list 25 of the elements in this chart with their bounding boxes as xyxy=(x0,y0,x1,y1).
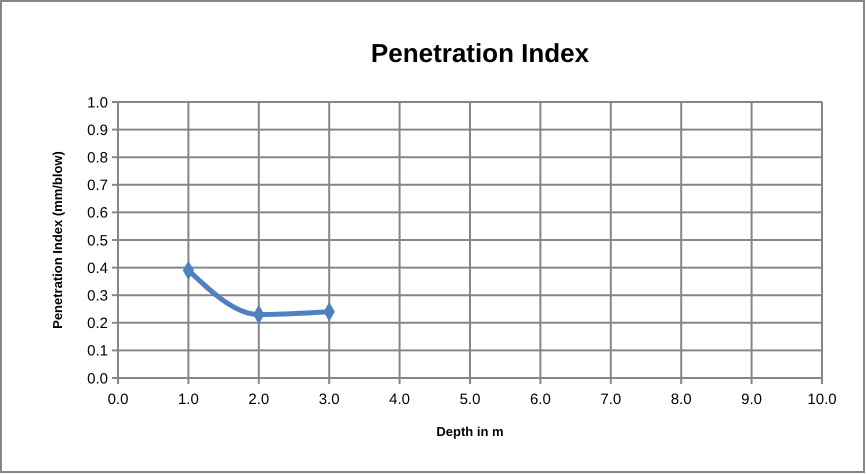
x-tick-label: 5.0 xyxy=(460,391,480,408)
y-tick-label: 0.9 xyxy=(87,122,108,139)
y-tick-label: 0.3 xyxy=(87,287,108,304)
y-tick-label: 0.8 xyxy=(87,149,108,166)
x-tick-label: 9.0 xyxy=(741,391,762,408)
chart-title: Penetration Index xyxy=(370,38,590,68)
y-axis-title: Penetration Index (mm/blow) xyxy=(50,151,65,329)
y-tick-label: 1.0 xyxy=(87,94,108,112)
x-tick-label: 1.0 xyxy=(178,391,199,408)
x-tick-label: 8.0 xyxy=(670,391,692,408)
y-tick-label: 0.5 xyxy=(87,232,108,250)
y-tick-label: 0.4 xyxy=(87,260,108,277)
x-tick-label: 6.0 xyxy=(530,391,551,408)
x-tick-label: 7.0 xyxy=(600,391,622,408)
x-tick-label: 10.0 xyxy=(807,391,837,408)
y-tick-label: 0.1 xyxy=(87,342,108,360)
x-tick-label: 3.0 xyxy=(318,391,340,408)
y-tick-label: 0.7 xyxy=(87,177,108,194)
y-tick-label: 0.2 xyxy=(87,315,108,332)
y-tick-label: 0.0 xyxy=(87,370,108,388)
x-tick-label: 0.0 xyxy=(108,391,128,408)
y-tick-label: 0.6 xyxy=(87,204,108,222)
x-tick-label: 4.0 xyxy=(389,391,410,408)
x-tick-label: 2.0 xyxy=(248,391,270,408)
x-axis-title: Depth in m xyxy=(436,424,504,439)
